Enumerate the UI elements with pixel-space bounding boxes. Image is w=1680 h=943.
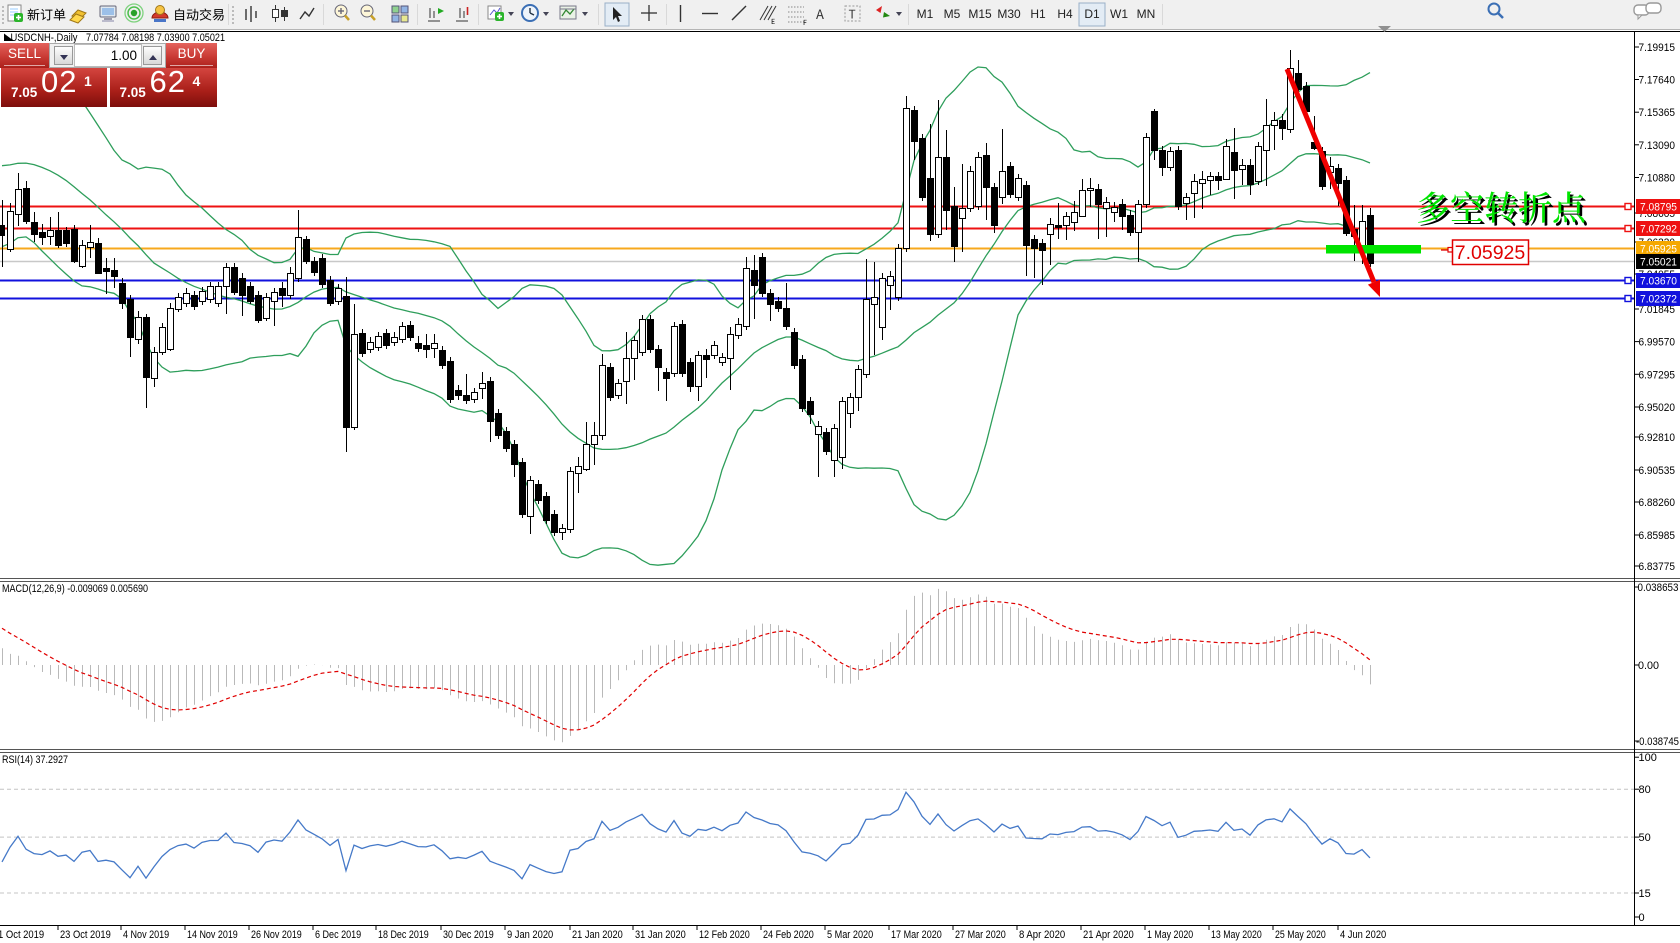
svg-text:D1: D1 — [1084, 7, 1100, 21]
svg-text:21 Jan 2020: 21 Jan 2020 — [572, 929, 623, 941]
svg-text:H4: H4 — [1057, 7, 1073, 21]
svg-text:M30: M30 — [997, 7, 1021, 21]
svg-text:7.05925: 7.05925 — [1640, 244, 1677, 256]
svg-text:21 Apr 2020: 21 Apr 2020 — [1083, 929, 1134, 941]
svg-text:USDCNH-,Daily: USDCNH-,Daily — [11, 32, 78, 44]
svg-text:50: 50 — [1639, 832, 1651, 844]
svg-text:7.08795: 7.08795 — [1640, 202, 1677, 214]
svg-text:6.92810: 6.92810 — [1639, 432, 1676, 444]
svg-text:0.00: 0.00 — [1638, 660, 1659, 672]
svg-text:5 Mar 2020: 5 Mar 2020 — [827, 929, 873, 941]
svg-text:RSI(14) 37.2927: RSI(14) 37.2927 — [2, 754, 68, 766]
svg-text:7.02372: 7.02372 — [1640, 294, 1677, 306]
svg-text:17 Mar 2020: 17 Mar 2020 — [891, 929, 942, 941]
svg-text:7.05021: 7.05021 — [1640, 257, 1677, 269]
svg-text:6.97295: 6.97295 — [1639, 369, 1676, 381]
svg-text:M5: M5 — [944, 7, 961, 21]
svg-text:4 Nov 2019: 4 Nov 2019 — [123, 929, 169, 941]
svg-text:24 Feb 2020: 24 Feb 2020 — [763, 929, 814, 941]
svg-text:18 Dec 2019: 18 Dec 2019 — [378, 929, 429, 941]
svg-text:8 Apr 2020: 8 Apr 2020 — [1019, 929, 1065, 941]
svg-text:6.85985: 6.85985 — [1639, 530, 1676, 542]
svg-text:MN: MN — [1137, 7, 1156, 21]
svg-text:W1: W1 — [1110, 7, 1128, 21]
svg-text:0.038653: 0.038653 — [1638, 582, 1679, 594]
svg-text:MACD(12,26,9) -0.009069 0.0056: MACD(12,26,9) -0.009069 0.005690 — [2, 583, 148, 595]
svg-text:9 Jan 2020: 9 Jan 2020 — [507, 929, 553, 941]
svg-text:0: 0 — [1639, 912, 1645, 924]
svg-text:6.90535: 6.90535 — [1639, 465, 1676, 477]
svg-text:80: 80 — [1639, 784, 1651, 796]
svg-text:6 Dec 2019: 6 Dec 2019 — [315, 929, 361, 941]
svg-text:1 May 2020: 1 May 2020 — [1147, 929, 1193, 941]
svg-text:M15: M15 — [968, 7, 992, 21]
svg-text:27 Mar 2020: 27 Mar 2020 — [955, 929, 1006, 941]
svg-text:15: 15 — [1639, 888, 1651, 900]
svg-text:26 Nov 2019: 26 Nov 2019 — [251, 929, 302, 941]
svg-text:6.83775: 6.83775 — [1639, 561, 1676, 573]
svg-text:13 May 2020: 13 May 2020 — [1211, 929, 1262, 941]
svg-text:6.95020: 6.95020 — [1639, 402, 1676, 414]
svg-text:23 Oct 2019: 23 Oct 2019 — [60, 929, 111, 941]
svg-text:6.88260: 6.88260 — [1639, 497, 1676, 509]
svg-text:7.10880: 7.10880 — [1639, 173, 1676, 185]
svg-text:4 Jun 2020: 4 Jun 2020 — [1340, 929, 1386, 941]
svg-text:7.19915: 7.19915 — [1639, 42, 1676, 54]
svg-text:H1: H1 — [1030, 7, 1046, 21]
svg-text:M1: M1 — [917, 7, 934, 21]
svg-text:1 Oct 2019: 1 Oct 2019 — [0, 929, 44, 941]
svg-text:7.01845: 7.01845 — [1639, 304, 1676, 316]
svg-text:7.07784 7.08198 7.03900 7.0502: 7.07784 7.08198 7.03900 7.05021 — [86, 32, 225, 44]
svg-text:7.17640: 7.17640 — [1639, 75, 1676, 87]
svg-text:7.15365: 7.15365 — [1639, 107, 1676, 119]
svg-text:6.99570: 6.99570 — [1639, 337, 1676, 349]
svg-text:100: 100 — [1639, 752, 1657, 764]
svg-text:30 Dec 2019: 30 Dec 2019 — [443, 929, 494, 941]
svg-text:25 May 2020: 25 May 2020 — [1275, 929, 1326, 941]
svg-text:7.13090: 7.13090 — [1639, 140, 1676, 152]
svg-text:14 Nov 2019: 14 Nov 2019 — [187, 929, 238, 941]
svg-text:7.05925: 7.05925 — [1455, 242, 1526, 264]
svg-text:7.07292: 7.07292 — [1640, 224, 1677, 236]
svg-text:31 Jan 2020: 31 Jan 2020 — [635, 929, 686, 941]
svg-text:12 Feb 2020: 12 Feb 2020 — [699, 929, 750, 941]
svg-text:-0.038745: -0.038745 — [1636, 736, 1679, 748]
svg-text:7.03670: 7.03670 — [1640, 276, 1677, 288]
